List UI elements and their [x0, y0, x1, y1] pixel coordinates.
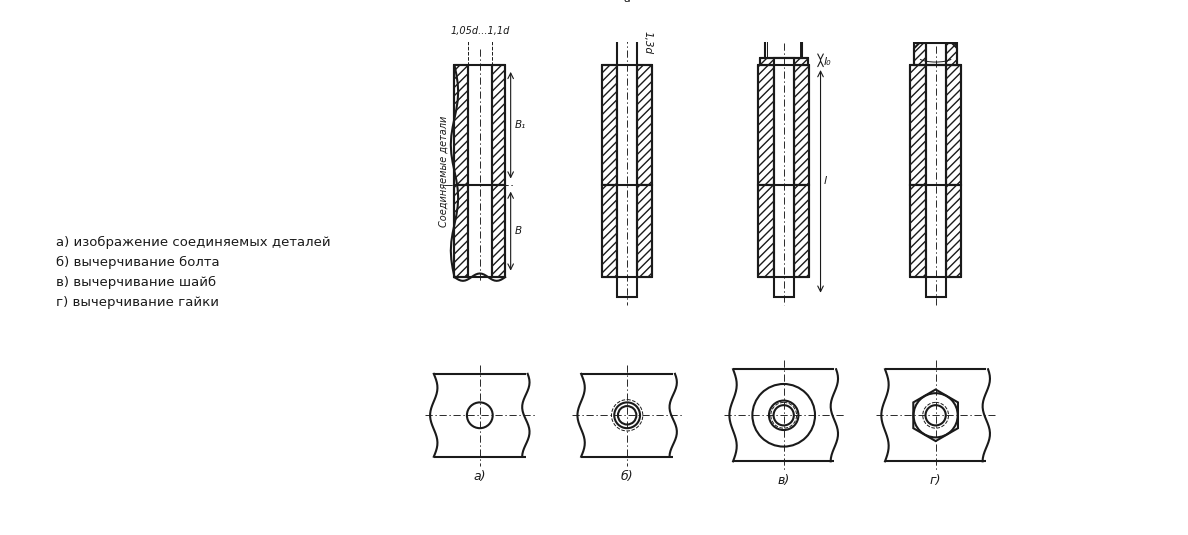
- Text: B₁: B₁: [514, 120, 525, 130]
- Text: d: d: [624, 0, 631, 4]
- Text: а): а): [474, 470, 486, 483]
- Polygon shape: [455, 65, 468, 185]
- Text: а) изображение соединяемых деталей: а) изображение соединяемых деталей: [56, 236, 330, 249]
- Text: Соединяемые детали: Соединяемые детали: [438, 116, 449, 227]
- Polygon shape: [765, 40, 802, 58]
- Polygon shape: [925, 65, 946, 297]
- Text: в) вычерчивание шайб: в) вычерчивание шайб: [56, 276, 216, 289]
- Polygon shape: [492, 185, 505, 277]
- Polygon shape: [946, 65, 961, 185]
- Polygon shape: [773, 58, 794, 297]
- Polygon shape: [602, 65, 617, 185]
- Text: 1,05d...1,1d: 1,05d...1,1d: [450, 26, 510, 36]
- Text: б): б): [621, 470, 633, 483]
- Polygon shape: [946, 185, 961, 277]
- Text: l₀: l₀: [823, 57, 830, 67]
- Polygon shape: [915, 43, 925, 65]
- Polygon shape: [794, 65, 809, 185]
- Text: г): г): [930, 474, 941, 487]
- Polygon shape: [602, 185, 617, 277]
- Text: б) вычерчивание болта: б) вычерчивание болта: [56, 256, 220, 269]
- Polygon shape: [758, 185, 773, 277]
- Polygon shape: [760, 58, 773, 65]
- Polygon shape: [455, 185, 468, 277]
- Polygon shape: [492, 65, 505, 185]
- Text: 1,3d: 1,3d: [643, 31, 652, 54]
- Text: в): в): [778, 474, 790, 487]
- Polygon shape: [617, 38, 637, 297]
- Polygon shape: [758, 65, 773, 185]
- Text: г) вычерчивание гайки: г) вычерчивание гайки: [56, 296, 220, 309]
- Polygon shape: [611, 19, 644, 38]
- Polygon shape: [946, 43, 956, 65]
- Polygon shape: [794, 185, 809, 277]
- Polygon shape: [794, 58, 808, 65]
- Polygon shape: [910, 65, 925, 185]
- Polygon shape: [910, 185, 925, 277]
- Text: l: l: [823, 177, 827, 186]
- Text: B: B: [514, 226, 522, 236]
- Polygon shape: [637, 185, 652, 277]
- Polygon shape: [637, 65, 652, 185]
